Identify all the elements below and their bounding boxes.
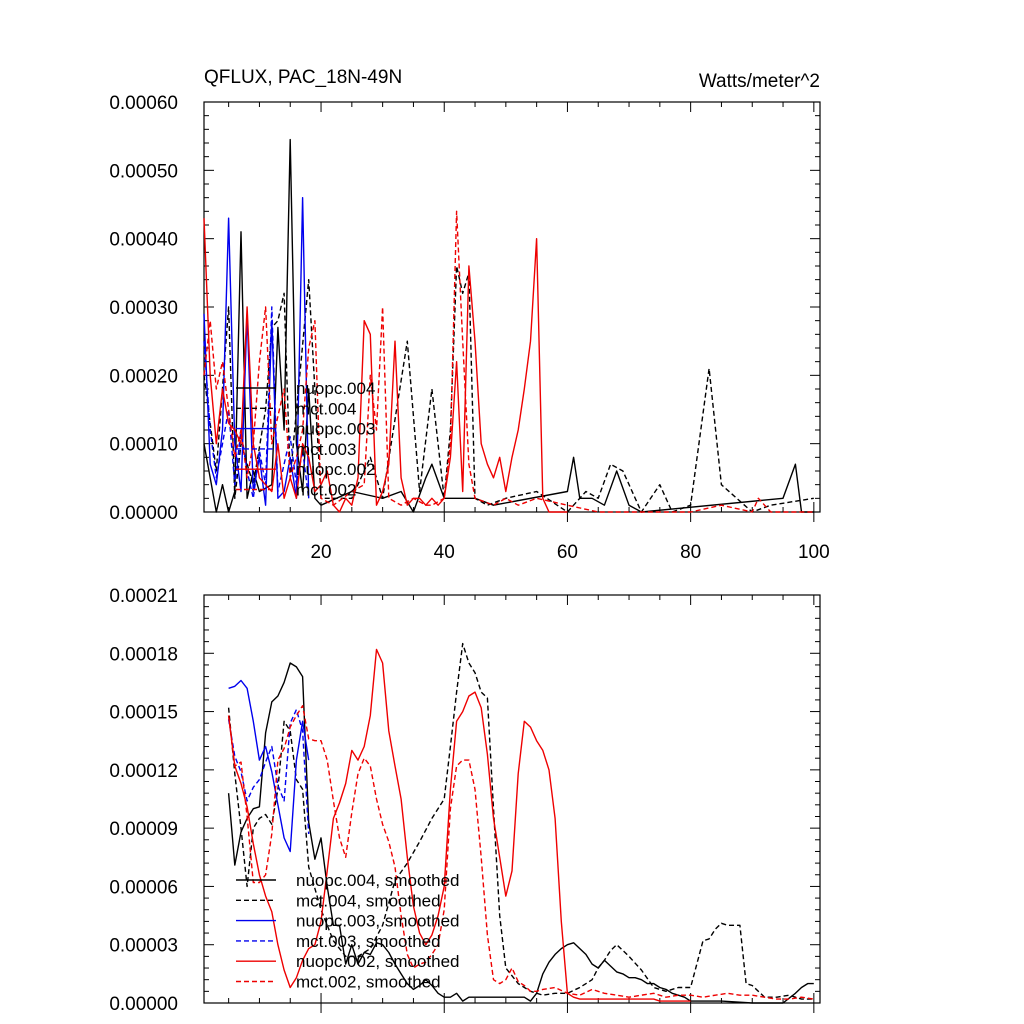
y-tick-label: 0.00040 (109, 230, 178, 251)
y-tick-label: 0.00050 (109, 161, 178, 182)
legend-label: nuopc.004, smoothed (296, 871, 460, 890)
chart-title: QFLUX, PAC_18N-49N (204, 67, 402, 88)
legend-label: nuopc.002, smoothed (296, 952, 460, 971)
y-tick-label: 0.00015 (109, 703, 178, 724)
y-tick-label: 0.00020 (109, 366, 178, 387)
x-tick-label: 20 (310, 542, 331, 563)
x-tick-label: 60 (557, 542, 578, 563)
y-tick-label: 0.00012 (109, 761, 178, 782)
units-label: Watts/meter^2 (699, 71, 820, 92)
legend-label: mct.003, smoothed (296, 932, 441, 951)
legend-label: mct.002 (296, 481, 356, 500)
qflux-figure: 0.00000 0.00010 0.00020 0.00030 0.00040 0.000… (0, 0, 1024, 1024)
y-tick-label: 0.00018 (109, 644, 178, 665)
series-line-mct-003-smoothed (229, 710, 309, 834)
legend-label: nuopc.003 (296, 420, 375, 439)
series-line-nuopc-002 (204, 218, 567, 512)
bottom-panel: 0.00000 0.00003 0.00006 0.00009 0.00012 0.000… (109, 586, 820, 1015)
y-tick-label: 0.00006 (109, 877, 178, 898)
legend-label: mct.003 (296, 440, 356, 459)
y-tick-label: 0.00003 (109, 936, 178, 957)
top-panel: 0.00000 0.00010 0.00020 0.00030 0.00040 0.000… (109, 67, 829, 563)
legend-label: nuopc.004 (296, 379, 375, 398)
y-tick-label: 0.00010 (109, 435, 178, 456)
series-line-nuopc-003-smoothed (229, 681, 309, 852)
y-tick-label: 0.00030 (109, 298, 178, 319)
y-tick-label: 0.00060 (109, 93, 178, 114)
legend-label: mct.004 (296, 399, 356, 418)
x-tick-label: 100 (798, 542, 830, 563)
legend-label: mct.002, smoothed (296, 973, 441, 992)
y-tick-label: 0.00000 (109, 994, 178, 1015)
y-tick-label: 0.00009 (109, 819, 178, 840)
y-tick-label: 0.00000 (109, 503, 178, 524)
x-tick-label: 40 (434, 542, 455, 563)
legend-label: nuopc.002 (296, 460, 375, 479)
legend-label: mct.004, smoothed (296, 891, 441, 910)
x-tick-label: 80 (680, 542, 701, 563)
y-tick-label: 0.00021 (109, 586, 178, 607)
legend-label: nuopc.003, smoothed (296, 912, 460, 931)
